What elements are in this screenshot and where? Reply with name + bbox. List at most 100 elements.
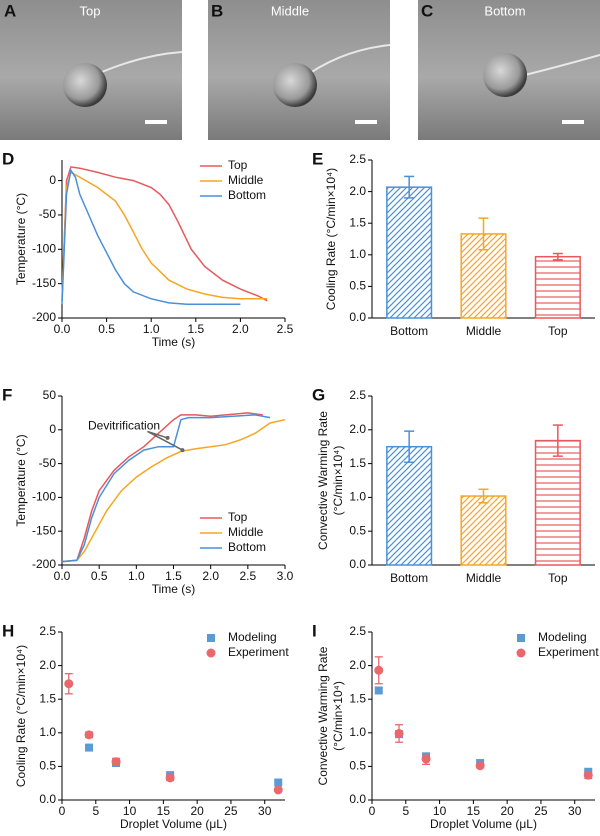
- y-tick-label: 0.0: [39, 792, 56, 806]
- legend-swatch: [516, 648, 526, 658]
- x-tick-label: 10: [433, 804, 447, 818]
- annotation-arrow: [147, 430, 183, 451]
- line-series: [61, 168, 241, 306]
- scale-bar: [355, 120, 377, 124]
- y-tick-label: 0.5: [349, 279, 366, 293]
- bar: [534, 255, 581, 319]
- legend-label: Bottom: [228, 540, 266, 554]
- y-tick-label: 1.5: [349, 691, 366, 705]
- chart-panel: G 0.0 0.5 1.0 1.5 2.0 2.5 Convective Warming Ra…: [312, 385, 595, 585]
- photo-label: Bottom: [484, 3, 525, 18]
- point: [111, 757, 121, 767]
- panel-letter: A: [4, 1, 16, 20]
- legend-label: Top: [228, 158, 248, 172]
- point: [84, 730, 94, 740]
- scale-bar: [145, 120, 167, 124]
- line-series: [61, 418, 286, 563]
- legend-swatch: [517, 634, 525, 642]
- x-tick-label: 25: [534, 804, 548, 818]
- y-tick-label: 1.0: [39, 725, 56, 739]
- x-tick-label: 5: [92, 804, 99, 818]
- y-tick-label: 1.0: [349, 247, 366, 261]
- y-tick-label: 2.5: [349, 624, 366, 638]
- y-tick-label: 2.5: [349, 152, 366, 166]
- y-tick-label: 2.5: [349, 388, 366, 402]
- point: [374, 665, 384, 675]
- y-tick-label: 2.0: [349, 184, 366, 198]
- x-tick-label: 2.0: [232, 322, 249, 336]
- y-tick-label: 0.5: [39, 759, 56, 773]
- x-tick-label: 0.0: [54, 322, 71, 336]
- scale-bar: [562, 120, 584, 124]
- bar: [386, 445, 433, 566]
- legend-label: Middle: [228, 173, 264, 187]
- photo-label: Top: [80, 3, 101, 18]
- x-tick-label: 0.5: [91, 569, 108, 583]
- chart-panel: D -200 -150 -100 -50 0 Temperature (°C) 0.0 0.5 1…: [2, 149, 294, 349]
- y-axis-label: Cooling Rate (°C/min×10⁴): [14, 645, 28, 787]
- point: [273, 785, 283, 795]
- point: [274, 778, 283, 787]
- legend-label: Modeling: [228, 630, 277, 644]
- panel-letter: G: [312, 385, 325, 404]
- bar: [534, 439, 581, 566]
- x-tick-label: 30: [258, 804, 272, 818]
- panel-letter: C: [421, 1, 433, 20]
- x-tick-label: 20: [500, 804, 514, 818]
- panel-letter: F: [2, 385, 12, 404]
- point: [583, 770, 593, 780]
- panel-letter: D: [2, 149, 14, 168]
- x-tick-label: 1.5: [165, 569, 182, 583]
- x-tick-label: 1.5: [187, 322, 204, 336]
- x-tick-label: 0.0: [54, 569, 71, 583]
- legend-swatch: [206, 648, 216, 658]
- x-tick-label: 10: [123, 804, 137, 818]
- y-tick-label: 0: [49, 173, 56, 187]
- y-tick-label: 2.0: [349, 658, 366, 672]
- error-bar: [552, 424, 563, 457]
- x-tick-label: 30: [568, 804, 582, 818]
- wire: [524, 54, 600, 76]
- x-axis-label: Droplet Volume (μL): [120, 817, 227, 831]
- y-tick-label: 0.0: [349, 792, 366, 806]
- x-tick-label: 1.0: [128, 569, 145, 583]
- y-tick-label: 1.5: [349, 215, 366, 229]
- line-series: [61, 414, 271, 563]
- y-axis-label: (°C/min×10⁴): [331, 446, 345, 516]
- legend-label: Bottom: [228, 188, 266, 202]
- x-tick-label: 0.5: [98, 322, 115, 336]
- point: [165, 773, 175, 783]
- y-tick-label: 0.0: [349, 310, 366, 324]
- x-tick-label: 20: [190, 804, 204, 818]
- panel-letter: I: [312, 621, 317, 640]
- error-bar: [552, 252, 563, 261]
- legend-label: Experiment: [538, 645, 599, 659]
- x-tick-label: Bottom: [390, 571, 428, 585]
- bar: [386, 186, 433, 319]
- point: [475, 761, 485, 771]
- x-tick-label: 2.5: [239, 569, 256, 583]
- y-tick-label: -200: [32, 557, 56, 571]
- y-axis-label: Cooling Rate (°C/min×10⁴): [324, 168, 338, 310]
- y-tick-label: -100: [32, 490, 56, 504]
- point: [394, 728, 404, 738]
- panel-letter: E: [312, 149, 323, 168]
- arrow-head: [165, 435, 170, 440]
- chart-panel: I 0.0 0.5 1.0 1.5 2.0 2.5 Convective Warming Ra…: [312, 621, 599, 831]
- point: [64, 679, 74, 689]
- line-series: [61, 166, 268, 302]
- chart-panel: H 0.0 0.5 1.0 1.5 2.0 2.5 Cooling Rate (°C/min×…: [2, 621, 289, 831]
- arrow-head: [180, 448, 185, 453]
- wire: [94, 51, 183, 76]
- x-tick-label: 2.5: [277, 322, 294, 336]
- y-tick-label: -50: [39, 207, 57, 221]
- droplet: [483, 53, 527, 97]
- panel-letter: H: [2, 621, 14, 640]
- y-tick-label: 2.5: [39, 624, 56, 638]
- x-tick-label: 25: [224, 804, 238, 818]
- x-tick-label: 2.0: [202, 569, 219, 583]
- legend-label: Experiment: [228, 645, 289, 659]
- legend-label: Modeling: [538, 630, 587, 644]
